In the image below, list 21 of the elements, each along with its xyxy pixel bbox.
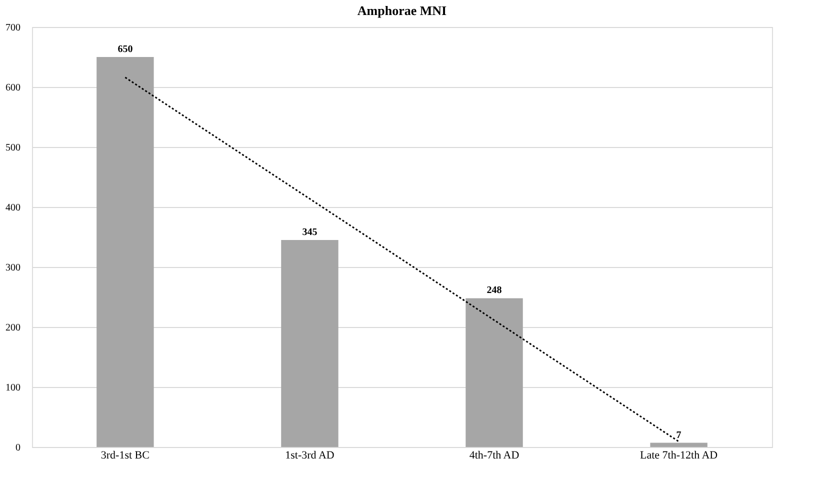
y-tick-label: 0 bbox=[16, 442, 20, 454]
x-tick-label: 1st-3rd AD bbox=[285, 450, 334, 462]
y-tick-label: 100 bbox=[6, 382, 20, 394]
x-tick-label: Late 7th-12th AD bbox=[640, 450, 718, 462]
bar bbox=[650, 442, 708, 447]
y-tick-label: 500 bbox=[6, 142, 20, 154]
y-tick-label: 400 bbox=[6, 202, 20, 214]
data-label: 248 bbox=[486, 285, 502, 296]
bar bbox=[281, 240, 338, 447]
y-tick-label: 200 bbox=[6, 322, 20, 334]
bar bbox=[96, 57, 154, 447]
chart-title: Amphorae MNI bbox=[357, 3, 447, 18]
data-label: 345 bbox=[302, 227, 318, 238]
y-tick-label: 300 bbox=[6, 262, 20, 274]
bar bbox=[466, 298, 523, 447]
y-tick-label: 700 bbox=[6, 22, 20, 34]
y-tick-label: 600 bbox=[6, 82, 20, 94]
x-tick-label: 4th-7th AD bbox=[469, 450, 520, 462]
data-label: 650 bbox=[118, 44, 133, 55]
data-label: 7 bbox=[676, 430, 682, 441]
x-tick-label: 3rd-1st BC bbox=[100, 450, 150, 462]
